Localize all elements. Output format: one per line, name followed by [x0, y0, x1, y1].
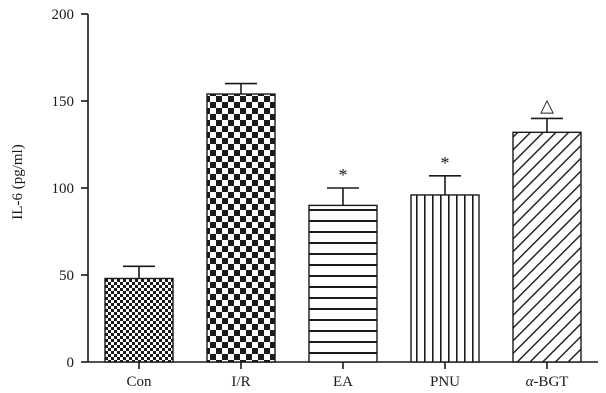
error-bars [123, 82, 563, 279]
y-tick-label: 200 [52, 7, 75, 23]
x-tick-label: Con [126, 374, 152, 390]
x-tick-label: EA [333, 374, 353, 390]
y-tick-label: 0 [67, 355, 75, 371]
significance-mark: * [339, 165, 348, 185]
y-tick-label: 100 [52, 181, 75, 197]
significance-annotations: * * △ [339, 95, 555, 185]
y-axis-title: IL-6 (pg/ml) [10, 144, 26, 219]
x-tick-label: I/R [231, 374, 250, 390]
x-tick-label: α-BGT [526, 374, 569, 390]
y-tick-label: 150 [52, 94, 75, 110]
significance-mark: △ [540, 95, 554, 115]
significance-mark: * [441, 153, 450, 173]
y-tick-label: 50 [59, 268, 74, 284]
bar [206, 93, 276, 363]
y-axis: 0 50 100 150 200 [52, 7, 89, 371]
bar [410, 194, 480, 363]
bar [512, 131, 582, 363]
bar [308, 204, 378, 363]
bars [104, 93, 582, 363]
bar [104, 277, 174, 363]
x-axis: Con I/R EA PNU α-BGT [88, 361, 598, 390]
x-tick-label: PNU [430, 374, 460, 390]
